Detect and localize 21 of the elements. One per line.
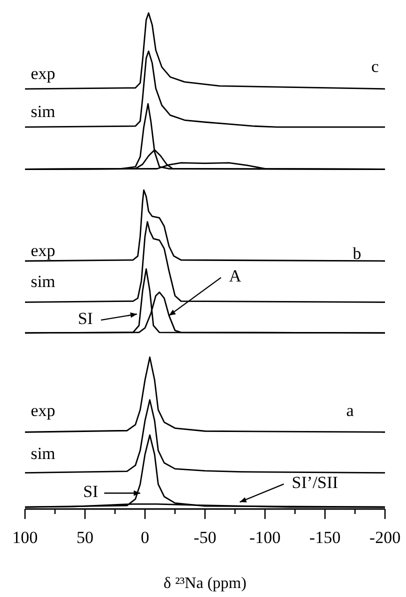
- annotation: a: [346, 400, 354, 420]
- annotation: sim: [30, 272, 56, 291]
- annotation: sim: [30, 444, 56, 463]
- annotation: SI: [78, 308, 94, 328]
- annotation: exp: [30, 400, 56, 420]
- x-tick-label: 0: [140, 528, 150, 547]
- annotation: exp: [30, 240, 56, 260]
- x-tick-label: -50: [194, 528, 216, 547]
- annotation: SI’/SII: [292, 472, 338, 492]
- annotation: sim: [30, 102, 56, 121]
- annotation: b: [352, 244, 362, 263]
- x-tick-label: 100: [12, 528, 38, 547]
- annotation: A: [229, 266, 242, 286]
- annotation: c: [371, 56, 380, 76]
- x-tick-label: -100: [249, 528, 281, 547]
- annotation: SI: [83, 482, 99, 502]
- x-tick-label: 50: [76, 528, 94, 547]
- x-axis-title: δ ²³Na (ppm): [164, 575, 246, 592]
- x-tick-label: -150: [309, 528, 341, 547]
- annotation: exp: [30, 64, 56, 83]
- x-tick-label: -200: [369, 528, 401, 547]
